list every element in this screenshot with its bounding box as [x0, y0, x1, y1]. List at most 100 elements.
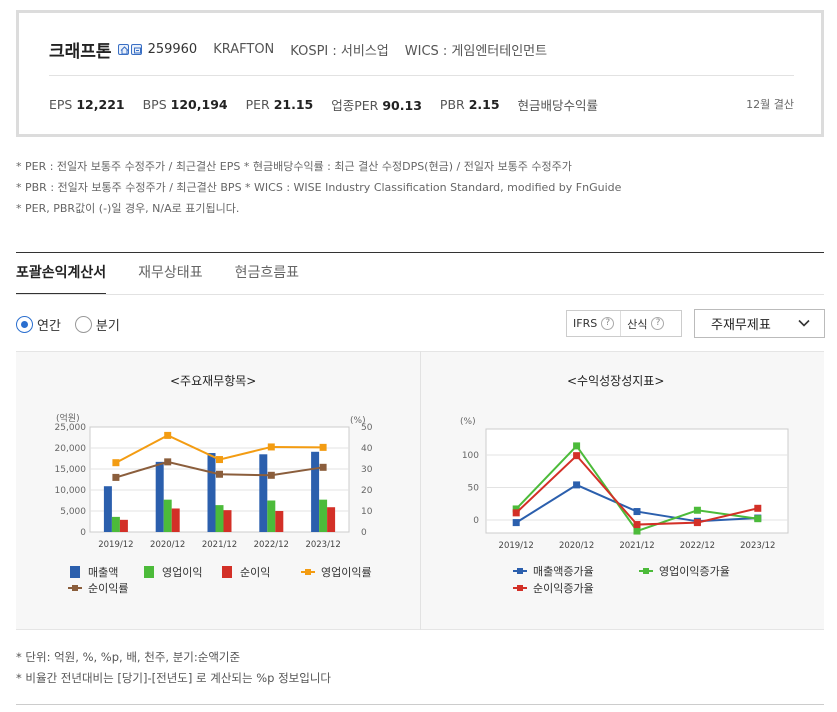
x-tick-label: 2023/12	[305, 540, 340, 550]
line-point	[319, 443, 327, 451]
line-point	[112, 459, 120, 467]
english-name: KRAFTON	[213, 41, 275, 57]
x-tick-label: 2020/12	[150, 540, 185, 550]
line-point	[633, 508, 641, 516]
line-point	[633, 527, 641, 535]
line-point	[216, 470, 223, 478]
header-divider	[49, 75, 794, 76]
chart-panel-divider	[420, 351, 421, 630]
bar	[207, 453, 216, 532]
line-point	[573, 481, 581, 489]
legend-label: 순이익증가율	[533, 582, 594, 595]
bar	[223, 510, 232, 532]
ifrs-label: IFRS	[573, 317, 598, 330]
legend-swatch	[305, 569, 311, 575]
per-value: 21.15	[273, 96, 314, 112]
ifrs-help-button[interactable]: IFRS ?	[567, 311, 620, 336]
line-point	[754, 504, 762, 512]
pbr-value: 2.15	[468, 96, 500, 112]
y2-tick-label: 20	[361, 486, 373, 496]
unit-note-line: * 비율간 전년대비는 [당기]-[전년도] 로 계산되는 %p 정보입니다	[16, 671, 331, 685]
y-tick-label: 100	[462, 451, 479, 461]
pbr-metric: PBR 2.15	[440, 97, 500, 112]
per-label: PER	[245, 96, 270, 112]
formula-help-button[interactable]: 산식 ?	[620, 311, 670, 336]
eps-value: 12,221	[76, 96, 125, 112]
chevron-down-icon	[798, 319, 810, 327]
section-divider	[16, 252, 824, 253]
y2-tick-label: 30	[361, 465, 373, 475]
x-tick-label: 2020/12	[559, 541, 594, 551]
y-tick-label: 20,000	[55, 444, 87, 454]
line-point	[267, 471, 275, 479]
line-point	[573, 452, 581, 460]
bar	[311, 451, 320, 532]
market-sector: KOSPI : 서비스업	[290, 43, 389, 59]
tab-balance-sheet[interactable]: 재무상태표	[138, 265, 203, 281]
eps-label: EPS	[49, 96, 73, 112]
y-tick-label: 5,000	[60, 507, 86, 517]
y-tick-label: 0	[80, 528, 86, 538]
industry-per-value: 90.13	[382, 97, 422, 113]
x-tick-label: 2019/12	[98, 540, 133, 550]
formula-label: 산식	[627, 317, 648, 331]
line-point	[164, 431, 172, 439]
legend-swatch	[72, 585, 78, 591]
line-point	[216, 456, 223, 464]
unit-note-line: * 단위: 억원, %, %p, 배, 천주, 분기:순액기준	[16, 650, 241, 664]
bottom-table-edge	[16, 704, 824, 712]
quarterly-radio-label[interactable]: 분기	[95, 319, 120, 334]
x-tick-label: 2022/12	[254, 540, 289, 550]
ifrs-help-box: IFRS ? 산식 ?	[566, 310, 682, 337]
line-point	[512, 509, 520, 517]
y-tick-label: 50	[468, 484, 480, 494]
financials-chart: 0 5,000 10,000 15,000 20,000 25,000 0 10 20 30 40 5…	[55, 412, 373, 595]
line-point	[267, 443, 275, 451]
annual-radio-label[interactable]: 연간	[37, 319, 61, 334]
company-row: 크래프톤 259960 KRAFTON KOSPI : 서비스업 WICS : …	[49, 37, 563, 62]
bar	[327, 507, 336, 532]
y2-axis-unit: (%)	[350, 416, 366, 426]
y2-tick-label: 40	[361, 444, 373, 454]
note-line: * PER : 전일자 보통주 수정주가 / 최근결산 EPS * 현금배당수익…	[16, 160, 572, 173]
line-point	[693, 506, 701, 514]
ir-icon[interactable]	[130, 43, 142, 55]
line-point	[512, 505, 520, 513]
legend-label: 영업이익	[162, 566, 202, 579]
x-tick-label: 2022/12	[680, 541, 715, 551]
bps-value: 120,194	[170, 96, 228, 112]
y2-tick-label: 10	[361, 507, 373, 517]
x-tick-label: 2019/12	[499, 541, 534, 551]
bar	[163, 499, 172, 532]
dividend-yield-label: 현금배당수익률	[517, 97, 599, 113]
statement-type-select[interactable]: 주재무제표	[694, 309, 825, 338]
industry-per-label: 업종PER	[331, 97, 379, 113]
tab-cash-flow[interactable]: 현금흐름표	[234, 265, 299, 281]
line-point	[633, 521, 641, 529]
help-icon: ?	[601, 317, 615, 330]
x-tick-label: 2021/12	[619, 541, 654, 551]
line-point	[164, 458, 172, 466]
x-tick-label: 2021/12	[202, 540, 237, 550]
growth-chart: 0 50 100 (%) 2019/12 2020/12 2021/12 2022/12 202…	[460, 417, 789, 595]
per-metric: PER 21.15	[246, 97, 314, 112]
home-icon[interactable]	[117, 43, 129, 55]
industry-per-metric: 업종PER 90.13	[331, 95, 422, 114]
help-icon: ?	[651, 317, 665, 330]
period-radio-group: 연간 분기	[16, 315, 134, 334]
bar	[119, 519, 128, 532]
fiscal-year-end: 12월 결산	[746, 98, 794, 111]
quarterly-radio[interactable]	[74, 316, 92, 333]
line-point	[754, 515, 762, 523]
legend-swatch	[517, 568, 523, 574]
bar	[267, 500, 276, 532]
pbr-label: PBR	[439, 96, 465, 112]
legend-label: 순이익	[240, 566, 270, 579]
tab-income-statement[interactable]: 포괄손익계산서	[16, 262, 107, 295]
line-point	[319, 463, 327, 471]
legend-swatch	[643, 568, 649, 574]
definition-notes: * PER : 전일자 보통주 수정주가 / 최근결산 EPS * 현금배당수익…	[16, 156, 621, 219]
y-axis-unit: (%)	[460, 417, 476, 427]
annual-radio[interactable]	[16, 316, 33, 333]
bar	[275, 511, 284, 532]
